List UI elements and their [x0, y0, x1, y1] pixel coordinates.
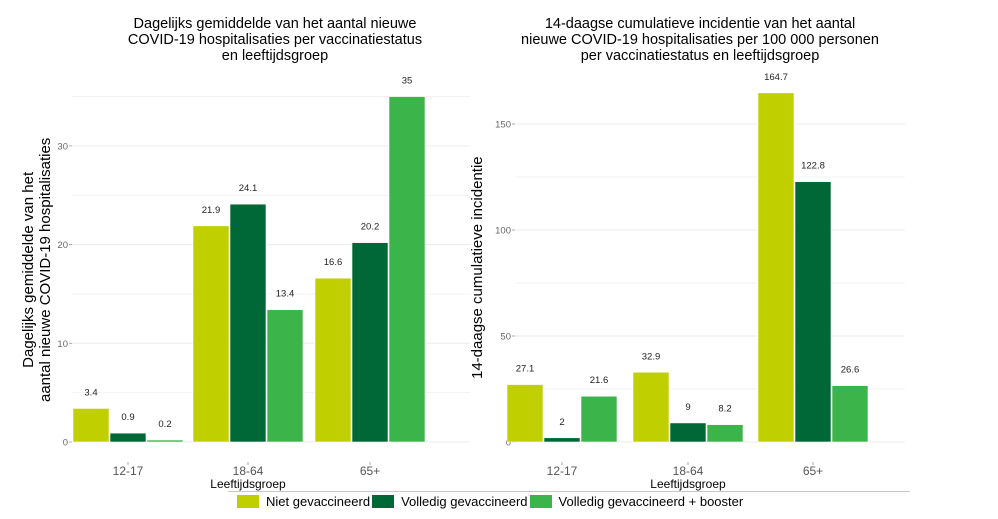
chart-title-left-line: en leeftijdsgroep	[221, 48, 329, 64]
bar-booster	[831, 385, 869, 443]
bar-value-label: 8.2	[718, 404, 731, 415]
bar-value-label: 2	[559, 417, 564, 428]
bar-value-label: 0.9	[121, 412, 134, 423]
y-axis-label: 14-daagse cumulatieve incidentie	[469, 156, 486, 379]
bar-booster	[388, 96, 426, 443]
bar-booster	[706, 424, 744, 443]
legend-item-niet-gevaccineerd: Niet gevaccineerd	[237, 494, 372, 509]
bar-booster	[266, 309, 304, 443]
bar-value-label: 13.4	[276, 289, 295, 300]
chart-title-right-line: per vaccinatiestatus en leeftijdsgroep	[580, 48, 820, 64]
x-axis-label: Leeftijdsgroep	[650, 477, 726, 491]
bar-volledig	[229, 203, 267, 443]
bar-value-label: 27.1	[516, 364, 535, 375]
x-tick-label: 18-64	[233, 464, 264, 478]
bar-niet	[192, 225, 230, 443]
legend-item-volledig-gevaccineerd: Volledig gevaccineerd	[372, 494, 529, 509]
bar-value-label: 3.4	[84, 387, 97, 398]
bar-volledig	[794, 181, 832, 443]
chart-title-left: Dagelijks gemiddelde van het aantal nieu…	[100, 16, 450, 64]
bar-volledig	[543, 437, 581, 443]
bar-niet	[632, 371, 670, 443]
x-tick-label: 65+	[360, 464, 380, 478]
x-tick-label: 65+	[803, 464, 823, 478]
chart-title-right-line: 14-daagse cumulatieve incidentie van het…	[544, 16, 856, 32]
bar-value-label: 16.6	[324, 257, 343, 268]
bar-value-label: 21.9	[202, 205, 221, 216]
y-tick-label: 0	[63, 438, 68, 449]
y-axis-label: aantal nieuwe COVID-19 hospitalisaties	[37, 138, 54, 402]
y-tick-label: 10	[57, 339, 68, 350]
bar-volledig	[351, 242, 389, 443]
bar-value-label: 26.6	[841, 365, 860, 376]
bar-value-label: 9	[685, 402, 690, 413]
legend-swatch-booster	[529, 495, 552, 508]
y-axis-label: Dagelijks gemiddelde van het	[20, 171, 37, 368]
y-tick-label: 100	[495, 226, 511, 237]
bar-booster	[146, 439, 184, 443]
bar-niet	[506, 384, 544, 443]
chart-title-right-line: nieuwe COVID-19 hospitalisaties per 100 …	[521, 32, 879, 48]
chart-title-right: 14-daagse cumulatieve incidentie van het…	[500, 16, 900, 64]
bar-value-label: 21.6	[590, 375, 609, 386]
y-tick-label: 50	[500, 332, 511, 343]
x-tick-label: 18-64	[673, 464, 704, 478]
chart-title-left-line: Dagelijks gemiddelde van het aantal nieu…	[133, 16, 417, 32]
bar-niet	[72, 408, 110, 443]
x-tick-label: 12-17	[113, 464, 144, 478]
legend-swatch-niet	[237, 495, 259, 508]
bar-booster	[580, 395, 618, 443]
y-tick-label: 0	[506, 438, 511, 449]
bar-value-label: 35	[402, 76, 413, 87]
bar-volledig	[669, 422, 707, 443]
bar-niet	[314, 277, 352, 443]
bar-value-label: 0.2	[158, 419, 171, 430]
x-tick-label: 12-17	[547, 464, 578, 478]
bar-value-label: 122.8	[801, 161, 825, 172]
bar-niet	[757, 92, 795, 443]
legend-swatch-volledig	[372, 495, 395, 508]
chart-title-left-line: COVID-19 hospitalisaties per vaccinaties…	[127, 32, 423, 48]
legend-label: Niet gevaccineerd	[266, 494, 371, 509]
y-tick-label: 150	[495, 120, 511, 131]
y-tick-label: 30	[57, 141, 68, 152]
bar-volledig	[109, 432, 147, 443]
legend-label: Volledig gevaccineerd	[401, 494, 528, 509]
legend: Niet gevaccineerd Volledig gevaccineerd …	[237, 494, 745, 509]
bar-value-label: 164.7	[764, 72, 788, 83]
legend-divider	[228, 491, 910, 492]
legend-label: Volledig gevaccineerd + booster	[558, 494, 744, 509]
bar-value-label: 32.9	[642, 351, 661, 362]
bar-value-label: 20.2	[361, 222, 380, 233]
bar-value-label: 24.1	[239, 183, 258, 194]
x-axis-label: Leeftijdsgroep	[210, 477, 286, 491]
y-tick-label: 20	[57, 240, 68, 251]
legend-item-booster: Volledig gevaccineerd + booster	[529, 494, 746, 509]
